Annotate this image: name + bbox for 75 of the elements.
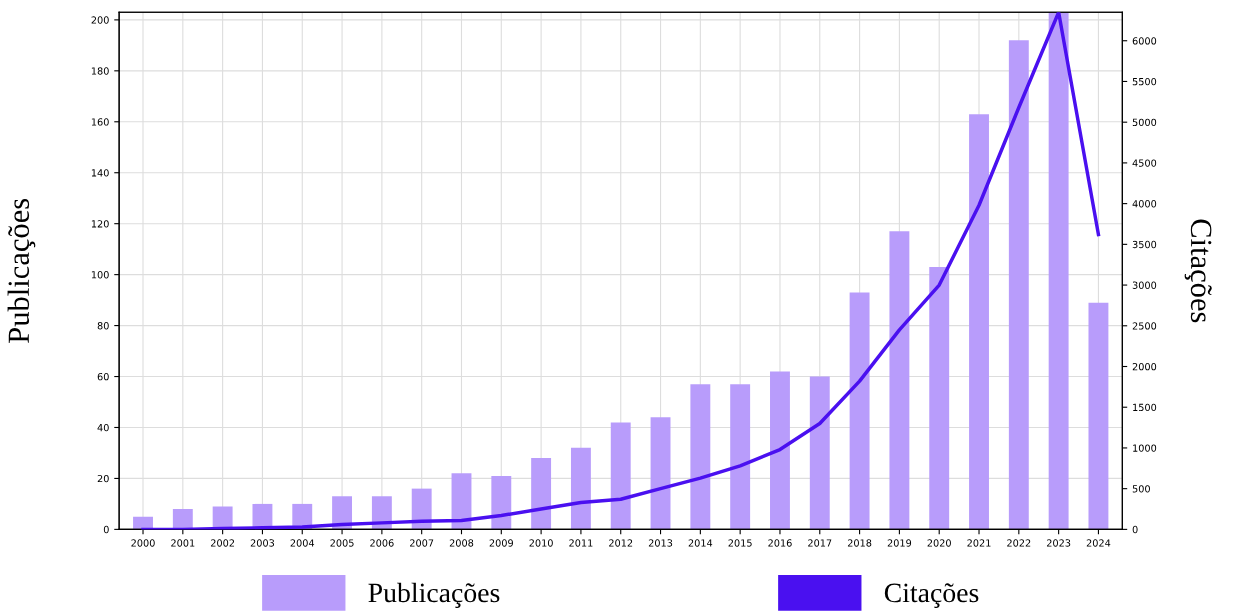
y-tick-label: 120 (91, 220, 109, 228)
bar (531, 458, 552, 530)
y-tick-label: 200 (91, 16, 109, 24)
bar (1088, 302, 1109, 530)
bar (610, 422, 631, 530)
x-tick-label: 2002 (210, 539, 235, 547)
x-tick-label: 2022 (1007, 539, 1031, 547)
y-tick-label: 140 (91, 169, 109, 177)
y2-tick-label: 4000 (1132, 200, 1157, 208)
y2-tick-label: 2000 (1132, 362, 1157, 371)
legend-label: Publicações (368, 582, 500, 608)
bar (212, 506, 233, 530)
y2-tick-label: 6000 (1132, 37, 1157, 45)
x-tick-label: 2012 (609, 539, 633, 547)
y2-axis-title: Citações (1184, 219, 1212, 323)
x-tick-label: 2020 (927, 539, 951, 547)
bar (133, 516, 153, 530)
y-tick-label: 80 (97, 322, 109, 330)
x-tick-label: 2017 (808, 539, 832, 547)
x-tick-label: 2016 (768, 539, 792, 547)
bar (491, 475, 512, 530)
x-tick-label: 2004 (290, 539, 315, 547)
y2-tick-label: 5500 (1132, 77, 1157, 86)
x-tick-label: 2019 (887, 539, 912, 547)
x-tick-label: 2010 (529, 539, 553, 547)
y-axis-title: Publicações (7, 198, 36, 343)
x-tick-label: 2024 (1086, 539, 1111, 547)
x-tick-label: 2011 (569, 539, 593, 547)
bar (770, 371, 790, 530)
y2-tick-label: 500 (1132, 485, 1150, 493)
bar (451, 473, 472, 530)
y-tick-label: 60 (97, 373, 109, 381)
y-tick-label: 40 (97, 423, 109, 432)
bar (650, 417, 671, 530)
x-tick-label: 2005 (330, 539, 354, 547)
y-tick-label: 100 (91, 271, 109, 279)
y2-tick-label: 1000 (1133, 444, 1157, 452)
y2-tick-label: 4500 (1132, 159, 1157, 167)
y2-tick-label: 3500 (1132, 240, 1157, 249)
y2-tick-label: 2500 (1132, 322, 1157, 330)
bar (411, 488, 432, 530)
bar (929, 266, 950, 530)
bar (969, 114, 989, 530)
x-tick-label: 2009 (489, 539, 513, 547)
bar (690, 384, 711, 530)
x-tick-label: 2006 (370, 539, 394, 547)
y-tick-label: 180 (91, 67, 109, 75)
x-tick-label: 2015 (728, 539, 752, 547)
x-tick-label: 2018 (847, 539, 872, 547)
legend-label: Citações (884, 583, 979, 608)
y2-tick-label: 1500 (1133, 403, 1157, 412)
line-series (141, 12, 1101, 530)
x-tick-label: 2008 (449, 539, 474, 547)
x-tick-label: 2021 (967, 539, 991, 547)
x-tick-label: 2023 (1046, 539, 1071, 547)
bar (849, 292, 870, 530)
x-tick-label: 2007 (410, 539, 434, 547)
bar (1048, 12, 1069, 530)
y-tick-label: 160 (91, 118, 109, 126)
y2-tick-label: 0 (1132, 525, 1138, 534)
bar (570, 447, 591, 530)
x-tick-label: 2014 (688, 539, 713, 547)
x-tick-label: 2001 (171, 539, 195, 547)
x-tick-label: 2013 (648, 539, 673, 547)
x-tick-label: 2000 (131, 539, 155, 547)
x-tick-label: 2003 (250, 539, 275, 547)
bar (1008, 40, 1029, 530)
bar (172, 509, 193, 530)
y-tick-label: 20 (97, 474, 109, 483)
y2-tick-label: 3000 (1132, 281, 1157, 289)
bar (730, 384, 751, 530)
y2-tick-label: 5000 (1132, 118, 1157, 127)
bar (809, 376, 830, 530)
y-tick-label: 0 (103, 525, 109, 534)
bar (889, 231, 910, 530)
